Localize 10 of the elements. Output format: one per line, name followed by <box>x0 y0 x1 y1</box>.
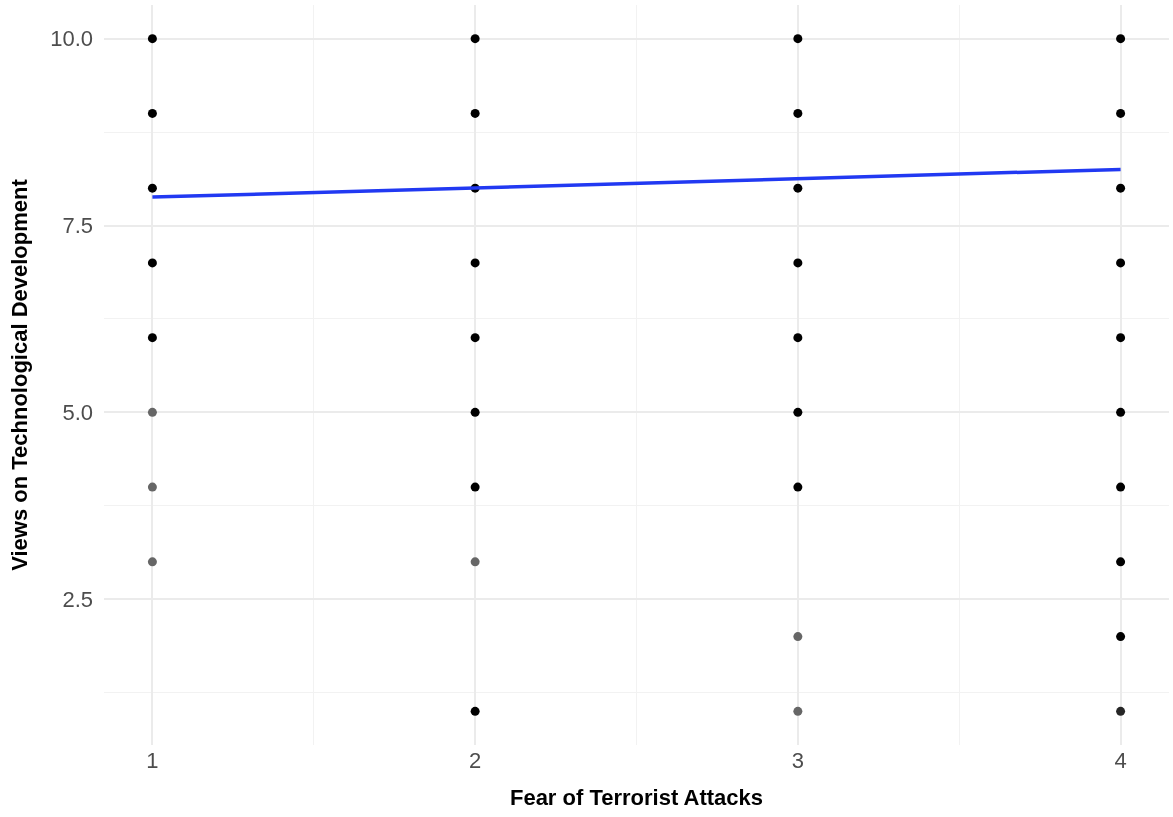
x-axis-title: Fear of Terrorist Attacks <box>509 784 764 810</box>
y-tick-label: 10.0 <box>50 26 93 52</box>
x-tick-label: 2 <box>469 748 482 773</box>
x-tick-label: 4 <box>1114 748 1127 773</box>
y-tick-label: 7.5 <box>62 213 93 239</box>
x-tick-label: 3 <box>791 748 804 773</box>
y-tick-label: 5.0 <box>62 400 93 426</box>
y-axis-title: Views on Technological Development <box>6 178 32 571</box>
y-tick-label: 2.5 <box>62 586 93 612</box>
x-tick-label: 1 <box>146 748 159 773</box>
